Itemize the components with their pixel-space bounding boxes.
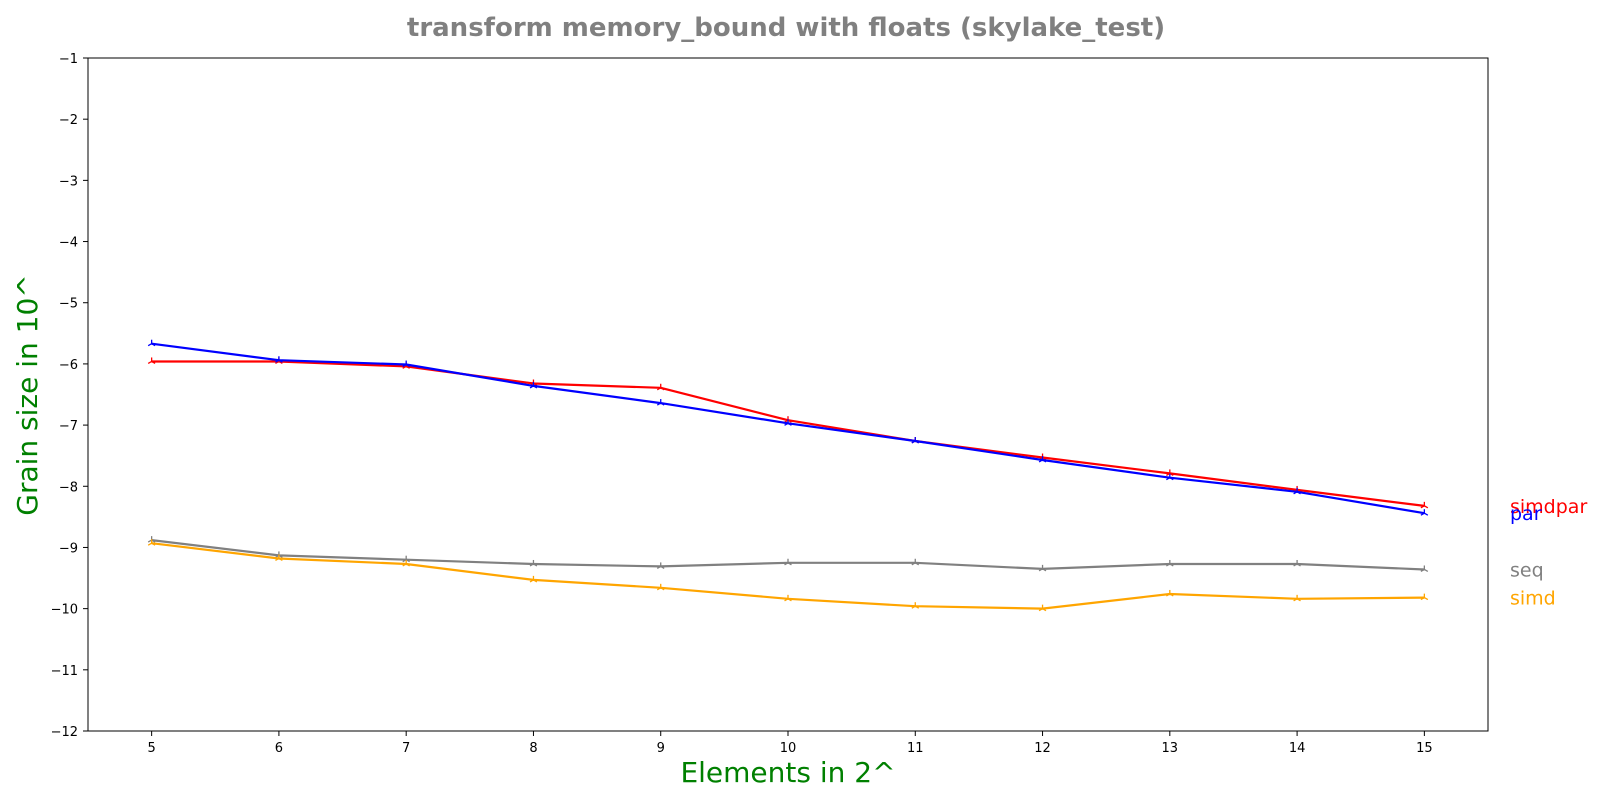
data-point: [1420, 501, 1429, 509]
data-point: [402, 559, 410, 567]
series-seq: [147, 536, 1429, 573]
data-point: [784, 558, 792, 566]
x-tick-label: 14: [1289, 741, 1306, 756]
y-tick-label: −12: [51, 725, 78, 740]
series-label-simdpar: simdpar: [1510, 496, 1587, 518]
data-point: [656, 399, 665, 406]
y-tick-label: −8: [59, 480, 78, 495]
series-label-simd: simd: [1510, 588, 1556, 610]
series-label-seq: seq: [1510, 559, 1544, 581]
data-point: [784, 594, 792, 602]
data-point: [1038, 564, 1047, 572]
data-point: [656, 383, 665, 391]
data-point: [1166, 589, 1174, 597]
x-tick-label: 11: [907, 741, 924, 756]
data-point: [911, 436, 920, 444]
x-tick-label: 15: [1416, 741, 1433, 756]
data-point: [1420, 593, 1429, 601]
chart-title: transform memory_bound with floats (skyl…: [407, 13, 1165, 43]
data-point: [911, 602, 920, 609]
series-group: [147, 339, 1429, 612]
data-point: [402, 360, 410, 368]
y-tick-label: −10: [51, 603, 78, 618]
data-point: [656, 562, 665, 569]
data-point: [1166, 559, 1174, 567]
y-tick-label: −5: [59, 297, 78, 312]
series-par: [147, 339, 1429, 516]
data-point: [529, 559, 538, 567]
x-tick-label: 10: [780, 741, 797, 756]
y-tick-label: −7: [59, 419, 78, 434]
x-tick-label: 8: [529, 741, 537, 756]
data-point: [529, 381, 538, 389]
data-point: [529, 575, 538, 583]
data-point: [1166, 473, 1174, 481]
data-point: [1293, 594, 1301, 602]
plot-area-frame: [87, 57, 1489, 732]
data-point: [147, 339, 156, 347]
data-point: [1293, 559, 1301, 567]
data-point: [1420, 509, 1429, 516]
y-axis: −1 −2 −3 −4 −5 −6 −7 −8 −9 −10 −11 −12: [51, 52, 88, 740]
data-point: [275, 356, 283, 363]
x-tick-label: 6: [275, 741, 283, 756]
y-tick-label: −2: [59, 113, 78, 128]
x-axis: 5 6 7 8 9 10 11 12 13 14 15: [147, 731, 1433, 756]
x-tick-label: 5: [147, 741, 155, 756]
data-point: [1293, 487, 1301, 495]
x-axis-label: Elements in 2^: [680, 756, 895, 789]
data-point: [656, 583, 665, 591]
series-simd: [147, 539, 1429, 612]
y-tick-label: −4: [59, 236, 78, 251]
series-label-par: par: [1510, 503, 1542, 525]
series-line-par: [151, 342, 1425, 515]
y-tick-label: −1: [59, 52, 78, 67]
data-point: [147, 539, 156, 546]
data-point: [1038, 604, 1047, 612]
x-tick-label: 12: [1034, 741, 1051, 756]
x-tick-label: 7: [402, 741, 410, 756]
data-point: [1420, 565, 1429, 573]
data-point: [784, 419, 792, 426]
x-tick-label: 13: [1162, 741, 1179, 756]
y-tick-label: −3: [59, 174, 78, 189]
x-tick-label: 9: [657, 741, 665, 756]
data-point: [1038, 455, 1047, 463]
y-axis-label: Grain size in 10^: [11, 274, 44, 516]
data-point: [911, 558, 920, 566]
y-tick-label: −6: [59, 358, 78, 373]
series-line-seq: [151, 539, 1425, 571]
data-point: [275, 554, 283, 562]
y-tick-label: −9: [59, 541, 78, 556]
data-point: [147, 357, 156, 365]
y-tick-label: −11: [51, 664, 78, 679]
